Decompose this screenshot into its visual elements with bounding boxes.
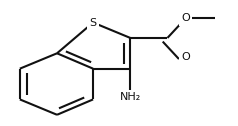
Text: O: O: [181, 52, 190, 62]
Text: O: O: [181, 13, 190, 23]
Text: NH₂: NH₂: [120, 92, 141, 102]
Text: S: S: [89, 18, 97, 28]
